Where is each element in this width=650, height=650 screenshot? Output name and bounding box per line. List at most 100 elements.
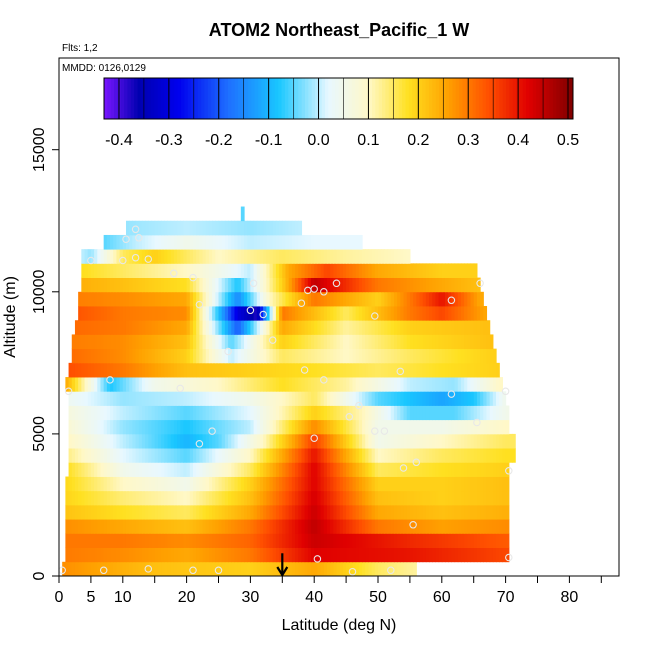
- heatmap-cell: [167, 348, 172, 364]
- heatmap-cell: [473, 306, 478, 321]
- heatmap-cell: [425, 377, 430, 392]
- heatmap-cell: [263, 533, 267, 548]
- heatmap-cell: [279, 462, 283, 477]
- heatmap-cell: [177, 348, 181, 364]
- heatmap-cell: [151, 320, 156, 335]
- dates-label: MMDD: 0126,0129: [62, 63, 146, 74]
- heatmap-cell: [103, 391, 108, 406]
- heatmap-cell: [492, 362, 497, 378]
- heatmap-cell: [132, 220, 137, 236]
- heatmap-cell: [212, 220, 216, 236]
- heatmap-cell: [476, 547, 481, 563]
- heatmap-cell: [269, 348, 274, 364]
- heatmap-cell: [237, 277, 242, 293]
- heatmap-cell: [301, 405, 306, 421]
- heatmap-cell: [311, 448, 315, 463]
- heatmap-cell: [326, 377, 331, 392]
- heatmap-cell: [441, 433, 446, 449]
- heatmap-cell: [256, 277, 261, 293]
- heatmap-cell: [132, 234, 137, 250]
- heatmap-cell: [186, 234, 191, 250]
- heatmap-cell: [435, 362, 440, 378]
- heatmap-cell: [74, 519, 79, 534]
- heatmap-cell: [263, 561, 267, 577]
- colorbar-segment: [214, 78, 219, 119]
- colorbar-segment: [114, 78, 118, 119]
- heatmap-cell: [365, 348, 370, 364]
- heatmap-cell: [100, 306, 105, 321]
- heatmap-cell: [116, 561, 121, 577]
- heatmap-cell: [100, 448, 105, 463]
- heatmap-cell: [157, 462, 162, 477]
- heatmap-cell: [71, 476, 76, 492]
- heatmap-cell: [275, 519, 280, 534]
- heatmap-cell: [272, 419, 277, 435]
- heatmap-cell: [502, 490, 507, 506]
- heatmap-cell: [326, 476, 331, 492]
- heatmap-cell: [237, 533, 242, 548]
- heatmap-cell: [205, 476, 210, 492]
- heatmap-cell: [384, 519, 389, 534]
- heatmap-cell: [196, 448, 200, 463]
- heatmap-cell: [355, 547, 360, 563]
- heatmap-cell: [125, 320, 130, 335]
- heatmap-cell: [87, 391, 92, 406]
- heatmap-cell: [499, 547, 504, 563]
- heatmap-cell: [390, 476, 395, 492]
- heatmap-cell: [141, 391, 146, 406]
- heatmap-cell: [202, 334, 207, 350]
- heatmap-cell: [288, 249, 293, 264]
- heatmap-cell: [212, 547, 216, 563]
- heatmap-cell: [390, 263, 395, 278]
- heatmap-cell: [110, 234, 114, 250]
- heatmap-cell: [228, 249, 232, 264]
- heatmap-cell: [492, 419, 497, 435]
- heatmap-cell: [282, 249, 287, 264]
- heatmap-cell: [157, 291, 162, 307]
- heatmap-cell: [406, 476, 411, 492]
- heatmap-cell: [413, 504, 417, 520]
- heatmap-cell: [164, 476, 169, 492]
- heatmap-cell: [81, 561, 86, 577]
- heatmap-cell: [282, 490, 287, 506]
- heatmap-cell: [78, 504, 82, 520]
- heatmap-cell: [253, 320, 258, 335]
- heatmap-cell: [151, 448, 156, 463]
- heatmap-cell: [237, 490, 242, 506]
- heatmap-cell: [317, 320, 322, 335]
- heatmap-cell: [397, 263, 401, 278]
- heatmap-cell: [285, 249, 290, 264]
- heatmap-cell: [496, 377, 500, 392]
- heatmap-cell: [94, 533, 98, 548]
- heatmap-cell: [355, 448, 360, 463]
- heatmap-cell: [148, 263, 153, 278]
- heatmap-cell: [499, 533, 504, 548]
- heatmap-cell: [234, 348, 239, 364]
- heatmap-cell: [157, 504, 162, 520]
- heatmap-cell: [285, 419, 290, 435]
- heatmap-cell: [205, 433, 210, 449]
- heatmap-cell: [298, 334, 303, 350]
- heatmap-cell: [186, 519, 191, 534]
- heatmap-cell: [110, 476, 114, 492]
- heatmap-cell: [266, 291, 271, 307]
- heatmap-cell: [346, 448, 350, 463]
- heatmap-cell: [132, 519, 137, 534]
- heatmap-cell: [432, 433, 437, 449]
- colorbar-tick-label: 0.5: [557, 132, 579, 149]
- heatmap-cell: [339, 490, 344, 506]
- heatmap-cell: [451, 462, 456, 477]
- heatmap-cell: [263, 419, 267, 435]
- heatmap-cell: [358, 334, 363, 350]
- heatmap-cell: [425, 504, 430, 520]
- heatmap-cell: [90, 476, 95, 492]
- heatmap-cell: [489, 362, 494, 378]
- heatmap-cell: [304, 490, 309, 506]
- heatmap-cell: [317, 561, 322, 577]
- heatmap-cell: [330, 249, 334, 264]
- heatmap-cell: [419, 306, 424, 321]
- heatmap-cell: [285, 348, 290, 364]
- heatmap-cell: [464, 306, 468, 321]
- heatmap-cell: [116, 306, 121, 321]
- heatmap-cell: [103, 234, 108, 250]
